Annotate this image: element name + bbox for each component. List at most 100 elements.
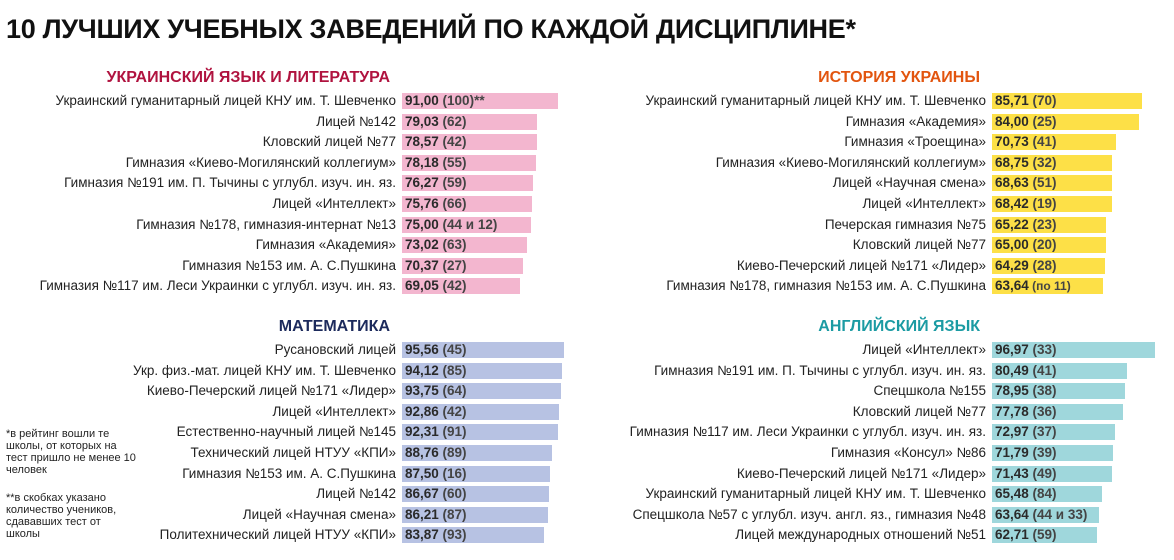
student-count-eng: (38) [1028, 383, 1057, 399]
value-number-ukr: 78,57 [405, 134, 439, 150]
value-number-math: 86,21 [405, 506, 439, 522]
value-label-hist: 63,64 (по 11) [995, 278, 1071, 294]
value-label-eng: 77,78 (36) [995, 404, 1057, 420]
value-number-eng: 80,49 [995, 362, 1029, 378]
bar-eng [992, 486, 1102, 503]
student-count-math: (87) [438, 506, 467, 522]
value-label-ukr: 70,37 (27) [405, 258, 467, 274]
student-count-ukr: (62) [438, 113, 467, 129]
student-count-hist: (25) [1028, 113, 1057, 129]
bar-ukr [402, 175, 533, 192]
bar-eng [992, 383, 1125, 400]
bar-ukr [402, 257, 523, 274]
bar-eng [992, 506, 1099, 523]
category-label-eng: Гимназия №117 им. Леси Украинки с углубл… [629, 424, 986, 440]
value-number-math: 87,50 [405, 465, 439, 481]
value-label-ukr: 78,18 (55) [405, 155, 467, 171]
category-label-ukr: Кловский лицей №77 [262, 134, 396, 150]
value-label-eng: 96,97 (33) [995, 342, 1057, 358]
student-count-eng: (33) [1028, 342, 1057, 357]
value-label-hist: 68,75 (32) [995, 155, 1057, 171]
value-number-eng: 78,95 [995, 383, 1029, 399]
value-label-hist: 65,00 (20) [995, 237, 1057, 253]
value-label-math: 94,12 (85) [405, 363, 467, 379]
value-number-eng: 71,79 [995, 445, 1029, 460]
value-label-eng: 71,43 (49) [995, 466, 1057, 482]
bar-hist [992, 113, 1139, 130]
category-label-math: Естественно-научный лицей №145 [176, 424, 396, 440]
category-label-math: Киево-Печерский лицей №171 «Лидер» [146, 383, 396, 399]
footnote-brackets: **в скобках указано количество учеников,… [6, 492, 117, 540]
category-label-hist: Лицей «Научная смена» [832, 175, 986, 191]
bar-eng [992, 403, 1123, 420]
category-label-ukr: Гимназия «Академия» [255, 237, 396, 253]
student-count-ukr: (42) [438, 134, 467, 150]
value-label-ukr: 73,02 (63) [405, 237, 467, 253]
value-number-hist: 68,42 [995, 196, 1029, 211]
value-number-math: 86,67 [405, 486, 439, 502]
bar-math [402, 445, 552, 461]
bar-eng [992, 342, 1155, 358]
student-count-hist: (19) [1028, 196, 1057, 211]
category-label-ukr: Украинский гуманитарный лицей КНУ им. Т.… [55, 93, 396, 108]
value-number-eng: 63,64 [995, 506, 1029, 522]
chart-title-hist: ИСТОРИЯ УКРАИНЫ [818, 69, 980, 86]
value-label-eng: 63,64 (44 и 33) [995, 507, 1087, 523]
value-label-ukr: 75,00 (44 и 12) [405, 217, 497, 233]
student-count-ukr: (44 и 12) [438, 216, 498, 232]
value-number-ukr: 69,05 [405, 278, 439, 294]
bar-hist [992, 154, 1112, 171]
value-label-math: 87,50 (16) [405, 466, 467, 482]
category-label-ukr: Гимназия №153 им. А. С.Пушкина [182, 257, 396, 273]
category-label-math: Лицей «Интеллект» [272, 403, 396, 419]
value-label-eng: 78,95 (38) [995, 383, 1057, 399]
category-label-hist: Гимназия «Академия» [845, 113, 986, 129]
value-number-ukr: 75,76 [405, 196, 439, 211]
category-label-math: Гимназия №153 им. А. С.Пушкина [182, 465, 396, 481]
category-label-eng: Спецшкола №57 с углубл. изуч. англ. яз.,… [632, 506, 986, 522]
value-label-hist: 85,71 (70) [995, 93, 1057, 109]
student-count-math: (85) [438, 362, 467, 378]
category-label-math: Укр. физ.-мат. лицей КНУ им. Т. Шевченко [133, 362, 396, 378]
value-label-hist: 68,63 (51) [995, 175, 1057, 191]
bar-eng [992, 362, 1127, 379]
category-label-eng: Кловский лицей №77 [852, 403, 986, 419]
student-count-eng: (37) [1028, 424, 1057, 440]
value-label-math: 86,67 (60) [405, 486, 467, 502]
value-label-hist: 64,29 (28) [995, 258, 1057, 274]
value-label-eng: 71,79 (39) [995, 445, 1057, 461]
bar-hist [992, 278, 1103, 295]
bar-math [402, 506, 548, 523]
value-number-ukr: 91,00 [405, 93, 439, 108]
value-number-hist: 68,63 [995, 175, 1029, 191]
student-count-math: (64) [438, 383, 467, 399]
chart-title-ukr: УКРАИНСКИЙ ЯЗЫК И ЛИТЕРАТУРА [106, 69, 390, 86]
bar-math [402, 362, 562, 379]
student-count-eng: (36) [1028, 403, 1057, 419]
student-count-hist: (по 11) [1028, 279, 1071, 294]
bar-ukr [402, 237, 527, 254]
value-label-hist: 84,00 (25) [995, 114, 1057, 130]
value-number-hist: 63,64 [995, 278, 1029, 294]
student-count-eng: (49) [1028, 465, 1057, 481]
bar-ukr [402, 278, 520, 295]
student-count-ukr: (100)** [438, 93, 485, 108]
bar-ukr [402, 154, 536, 171]
value-label-math: 92,86 (42) [405, 404, 467, 420]
value-label-eng: 72,97 (37) [995, 424, 1057, 440]
bar-math [402, 486, 549, 503]
category-label-hist: Кловский лицей №77 [852, 237, 986, 253]
student-count-ukr: (59) [438, 175, 467, 191]
value-label-ukr: 75,76 (66) [405, 196, 467, 212]
value-number-hist: 65,00 [995, 237, 1029, 253]
bar-math [402, 465, 550, 482]
value-number-eng: 62,71 [995, 527, 1029, 543]
value-number-ukr: 73,02 [405, 237, 439, 253]
value-number-hist: 64,29 [995, 257, 1029, 273]
category-label-eng: Гимназия «Консул» №86 [830, 445, 986, 460]
bar-eng [992, 527, 1097, 544]
category-label-eng: Киево-Печерский лицей №171 «Лидер» [736, 465, 986, 481]
bar-hist [992, 93, 1142, 109]
value-label-hist: 65,22 (23) [995, 217, 1057, 233]
category-label-hist: Украинский гуманитарный лицей КНУ им. Т.… [645, 93, 986, 108]
